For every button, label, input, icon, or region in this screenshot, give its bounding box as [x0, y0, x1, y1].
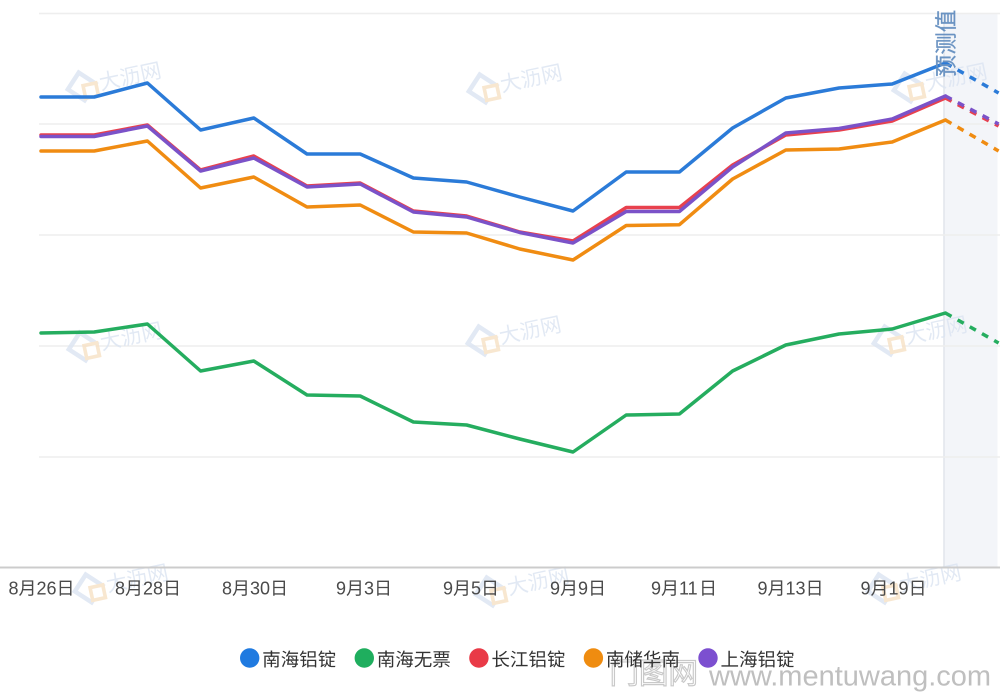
svg-text:13: 13: [786, 579, 806, 599]
svg-text:9: 9: [651, 579, 661, 599]
svg-text:8: 8: [8, 579, 18, 599]
svg-text:3: 3: [364, 579, 374, 599]
svg-text:9: 9: [860, 579, 870, 599]
svg-text:9: 9: [336, 579, 346, 599]
svg-text:8: 8: [222, 579, 232, 599]
svg-text:9: 9: [443, 579, 453, 599]
svg-text:www.mentuwang.com: www.mentuwang.com: [708, 661, 991, 693]
svg-text:19: 19: [889, 579, 909, 599]
svg-text:28: 28: [143, 579, 163, 599]
svg-text:5: 5: [471, 579, 481, 599]
svg-text:9: 9: [578, 579, 588, 599]
svg-text:9: 9: [550, 579, 560, 599]
svg-text:30: 30: [250, 579, 270, 599]
svg-text:9: 9: [757, 579, 767, 599]
svg-text:11: 11: [679, 579, 698, 599]
svg-text:8: 8: [115, 579, 125, 599]
svg-text:26: 26: [37, 579, 57, 599]
